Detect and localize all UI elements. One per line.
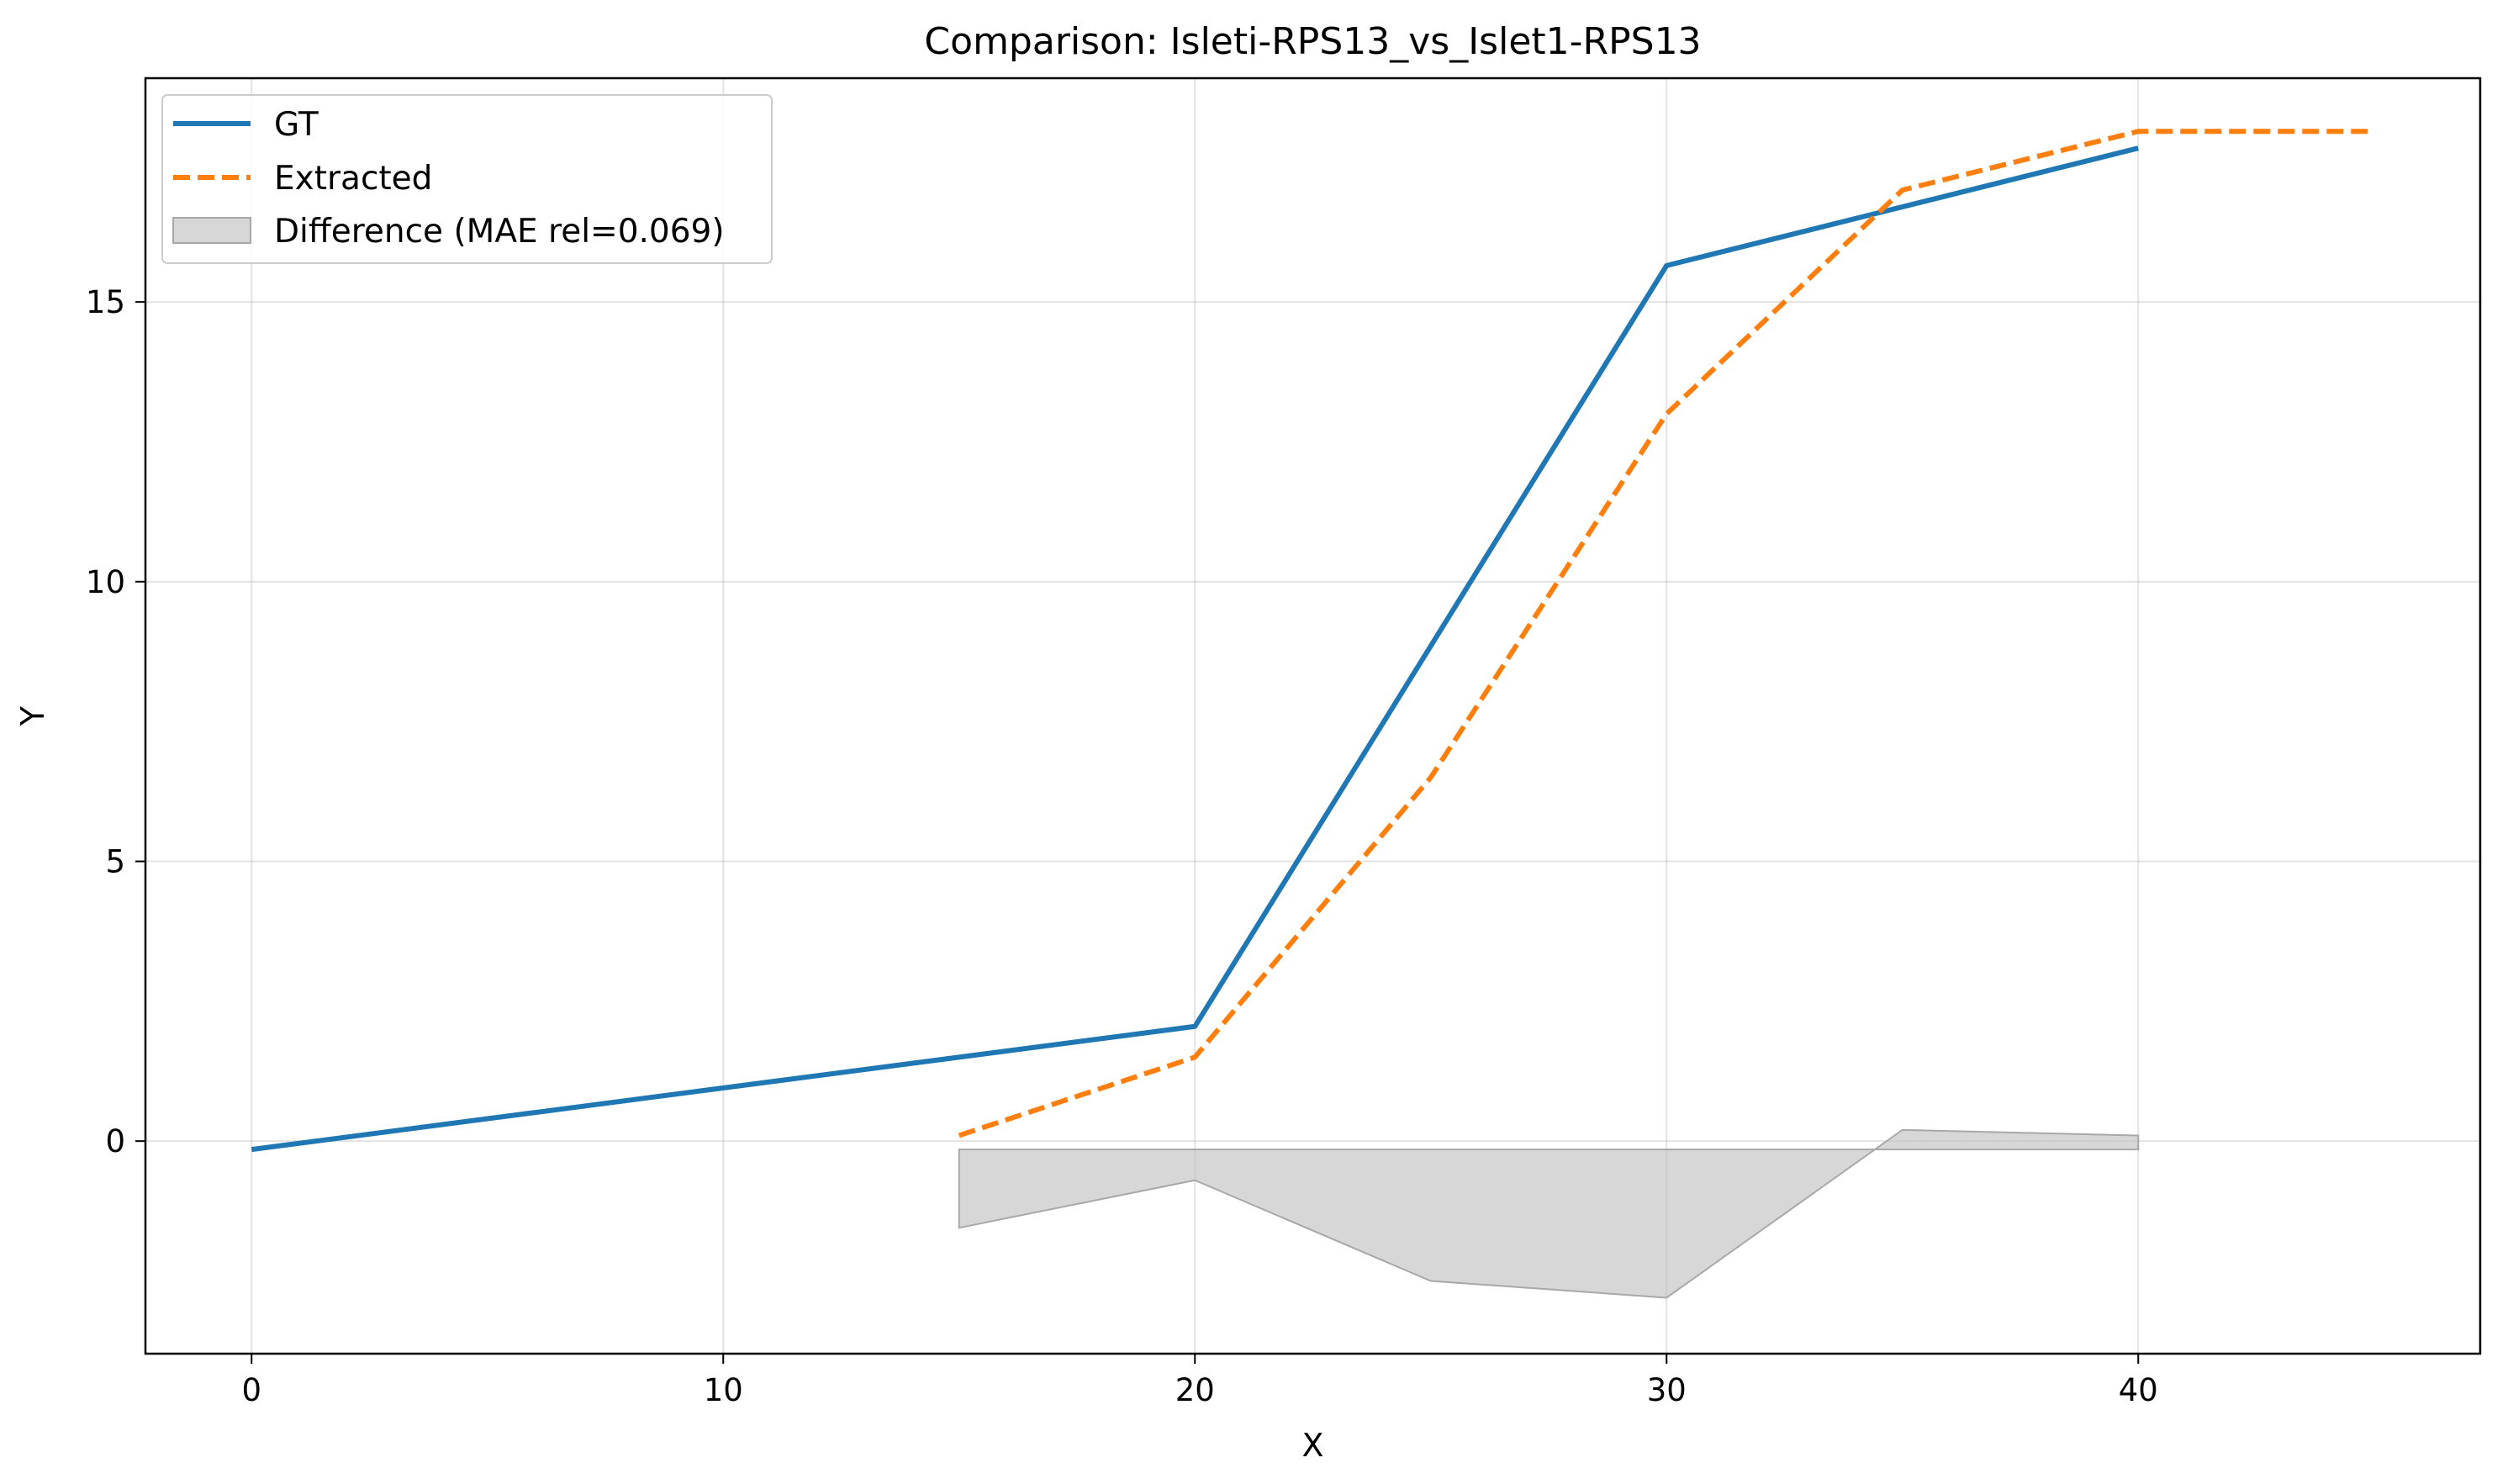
x-tick-label: 40: [2119, 1372, 2158, 1408]
x-tick-label: 10: [704, 1372, 743, 1408]
x-tick-label: 0: [241, 1372, 261, 1408]
y-tick-label: 10: [86, 564, 125, 600]
legend-label-extracted: Extracted: [274, 160, 432, 198]
legend-label-difference: Difference (MAE rel=0.069): [274, 213, 725, 251]
legend-label-gt: GT: [274, 106, 319, 144]
y-axis-label: Y: [14, 705, 51, 726]
plot-frame: [144, 77, 2482, 1355]
axis-ticks: 0 10 20 30 40 0 5 10 15: [86, 284, 2158, 1408]
legend-swatch-difference: [172, 217, 251, 244]
difference-area-layer: [958, 1128, 2140, 1299]
legend-box: [161, 94, 773, 264]
y-tick-label: 5: [105, 843, 125, 879]
legend: GT Extracted Difference (MAE rel=0.069): [161, 94, 773, 264]
difference-area: [958, 1128, 2140, 1299]
y-tick-label: 15: [86, 284, 125, 320]
chart-title: Comparison: Isleti-RPS13_vs_Islet1-RPS13: [924, 20, 1701, 63]
series-line-extracted: [958, 129, 2374, 1138]
y-tick-label: 0: [105, 1123, 125, 1159]
x-tick-label: 20: [1175, 1372, 1215, 1408]
series-layer: [251, 129, 2374, 1153]
x-tick-label: 30: [1647, 1372, 1687, 1408]
series-line-gt: [251, 145, 2139, 1153]
x-axis-label: X: [1301, 1427, 1323, 1464]
